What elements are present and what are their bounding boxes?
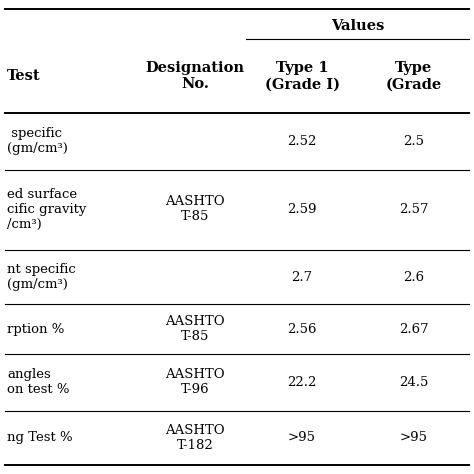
Text: Type
(Grade: Type (Grade: [385, 61, 442, 91]
Text: 2.67: 2.67: [399, 323, 428, 336]
Text: 2.6: 2.6: [403, 271, 424, 283]
Text: 2.57: 2.57: [399, 203, 428, 216]
Text: Type 1
(Grade I): Type 1 (Grade I): [264, 61, 339, 91]
Text: Values: Values: [331, 19, 384, 34]
Text: 22.2: 22.2: [287, 376, 317, 389]
Text: AASHTO
T-85: AASHTO T-85: [165, 195, 225, 223]
Text: 2.5: 2.5: [403, 135, 424, 148]
Text: ng Test %: ng Test %: [7, 431, 73, 444]
Text: angles
on test %: angles on test %: [7, 368, 70, 396]
Text: Test: Test: [7, 69, 41, 83]
Text: specific
(gm/cm³): specific (gm/cm³): [7, 128, 68, 155]
Text: 24.5: 24.5: [399, 376, 428, 389]
Text: nt specific
(gm/cm³): nt specific (gm/cm³): [7, 263, 76, 291]
Text: 2.59: 2.59: [287, 203, 317, 216]
Text: AASHTO
T-182: AASHTO T-182: [165, 424, 225, 452]
Text: >95: >95: [288, 431, 316, 444]
Text: 2.52: 2.52: [287, 135, 317, 148]
Text: Designation
No.: Designation No.: [146, 61, 245, 91]
Text: 2.56: 2.56: [287, 323, 317, 336]
Text: rption %: rption %: [7, 323, 64, 336]
Text: ed surface
cific gravity
/cm³): ed surface cific gravity /cm³): [7, 188, 86, 231]
Text: AASHTO
T-85: AASHTO T-85: [165, 315, 225, 343]
Text: >95: >95: [400, 431, 428, 444]
Text: AASHTO
T-96: AASHTO T-96: [165, 368, 225, 396]
Text: 2.7: 2.7: [292, 271, 312, 283]
